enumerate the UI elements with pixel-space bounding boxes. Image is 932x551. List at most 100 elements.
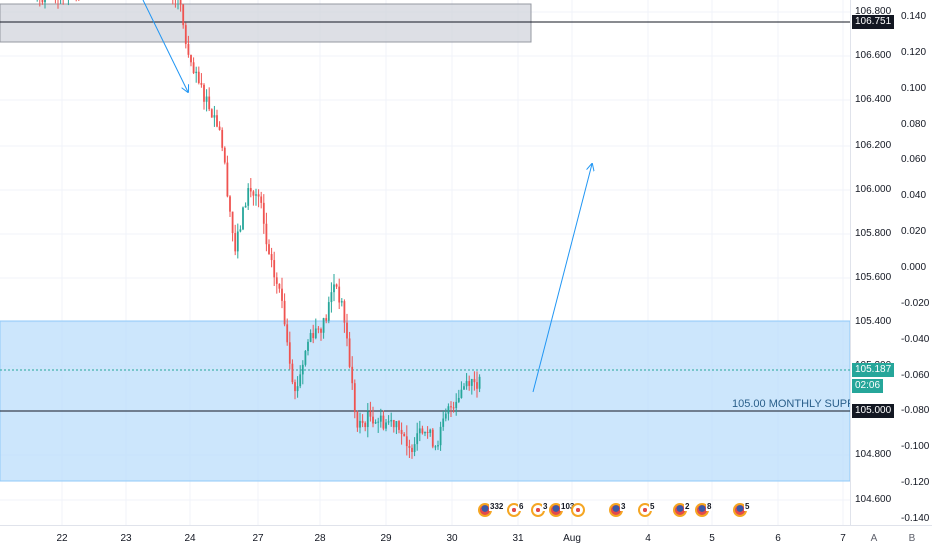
candle-body (421, 428, 424, 434)
candle-body (242, 207, 244, 230)
candle-body (392, 419, 395, 428)
time-axis[interactable]: A B 22 23 24 27 28 29 30 31 Aug 4 5 6 7 (0, 525, 932, 551)
chart-area[interactable]: 105.00 MONTHLY SUPP 332 6 3 103 3 5 2 8 5 (0, 0, 850, 525)
candle-body (377, 421, 380, 423)
time-tick-label: 29 (380, 533, 392, 544)
candle-body (387, 421, 390, 423)
candle-body (273, 260, 276, 278)
percent-tick-label: 0.060 (901, 154, 927, 166)
candle-body (361, 420, 364, 423)
candle-body (447, 406, 450, 414)
candle-body (408, 446, 411, 448)
candle-body (460, 389, 463, 398)
auto-scale-button[interactable]: A (870, 533, 878, 544)
time-tick-label: 31 (512, 533, 524, 544)
candle-body (478, 376, 481, 389)
candle-body (231, 211, 234, 234)
candle-body (296, 386, 299, 392)
candle-body (309, 333, 312, 342)
candle-body (255, 194, 257, 196)
candle-body (455, 401, 458, 409)
percent-tick-label: 0.140 (901, 11, 927, 22)
candle-body (405, 436, 408, 447)
candle-body (281, 288, 283, 301)
event-marker-icon[interactable]: 5 (638, 502, 656, 517)
support-zone (0, 320, 850, 482)
candle-body (252, 191, 255, 196)
event-count-badge: 3 (542, 502, 549, 511)
percent-axis[interactable]: 0.140 0.120 0.100 0.080 0.060 0.040 0.020 0.000… (895, 0, 932, 525)
price-chart[interactable] (0, 0, 850, 525)
candle-body (403, 433, 406, 437)
candle-body (372, 416, 374, 424)
candle-body (439, 426, 442, 446)
candle-body (208, 96, 211, 110)
candle-body (463, 386, 465, 390)
candle-body (470, 379, 473, 386)
support-price-tag: 105.000 (852, 404, 895, 418)
candle-body (395, 421, 398, 428)
us-flag-event-icon[interactable]: 332 (478, 502, 505, 517)
price-tick-label: 106.000 (855, 184, 892, 195)
us-flag-event-icon[interactable]: 3 (609, 502, 627, 517)
scale-b-button[interactable]: B (908, 533, 916, 544)
candle-body (353, 383, 356, 413)
candle-body (465, 381, 468, 387)
event-marker-icon[interactable]: 6 (507, 502, 525, 517)
candle-body (416, 433, 419, 445)
price-tick-label: 104.600 (855, 494, 892, 505)
candle-body (278, 283, 281, 289)
candle-body (351, 366, 354, 384)
us-flag-event-icon[interactable]: 8 (695, 502, 713, 517)
candle-body (468, 381, 471, 386)
candle-body (434, 446, 437, 448)
candle-body (476, 382, 478, 389)
candle-body (431, 429, 434, 447)
candle-body (442, 418, 445, 427)
down-trend-arrow (142, 0, 188, 92)
candle-body (218, 126, 221, 130)
event-count-badge: 5 (744, 502, 751, 511)
event-count-badge: 103 (560, 502, 576, 511)
candle-body (418, 428, 421, 434)
candle-body (213, 115, 216, 118)
event-marker-icon[interactable]: 3 (531, 502, 549, 517)
time-tick-label: 24 (184, 533, 196, 544)
us-flag-event-icon[interactable]: 2 (673, 502, 691, 517)
candle-body (312, 333, 315, 339)
us-flag-event-icon[interactable]: 103 (549, 502, 576, 517)
time-tick-label: 27 (252, 533, 264, 544)
time-tick-label: 30 (446, 533, 458, 544)
event-marker-icon[interactable] (571, 503, 585, 517)
candle-body (385, 422, 387, 429)
candle-body (457, 397, 460, 402)
price-tick-label: 106.600 (855, 50, 892, 61)
candle-body (335, 284, 338, 287)
resistance-price-tag: 106.751 (852, 15, 895, 29)
candle-body (247, 188, 250, 206)
candle-body (369, 411, 372, 417)
event-count-badge: 332 (489, 502, 505, 511)
candle-body (320, 328, 322, 333)
candle-body (234, 233, 237, 252)
candle-body (44, 0, 46, 3)
candle-body (182, 4, 185, 26)
percent-tick-label: -0.040 (901, 333, 930, 345)
candle-body (244, 205, 247, 208)
candle-body (190, 54, 192, 63)
candle-body (333, 284, 335, 293)
us-flag-event-icon[interactable]: 5 (733, 502, 751, 517)
percent-tick-label: 0.080 (901, 118, 927, 130)
percent-tick-label: 0.120 (901, 46, 927, 58)
candle-body (210, 109, 213, 118)
candle-body (359, 420, 361, 428)
price-axis[interactable]: 106.800 106.600 106.400 106.200 106.000 105.8… (850, 0, 896, 525)
candle-body (379, 415, 382, 422)
support-zone-label: 105.00 MONTHLY SUPP (732, 398, 850, 410)
percent-tick-label: -0.120 (901, 477, 930, 489)
time-tick-label: 28 (314, 533, 326, 544)
price-tick-label: 105.400 (855, 316, 892, 327)
candle-body (249, 188, 252, 192)
price-tick-label: 104.800 (855, 449, 892, 460)
percent-tick-label: 0.000 (901, 262, 927, 273)
